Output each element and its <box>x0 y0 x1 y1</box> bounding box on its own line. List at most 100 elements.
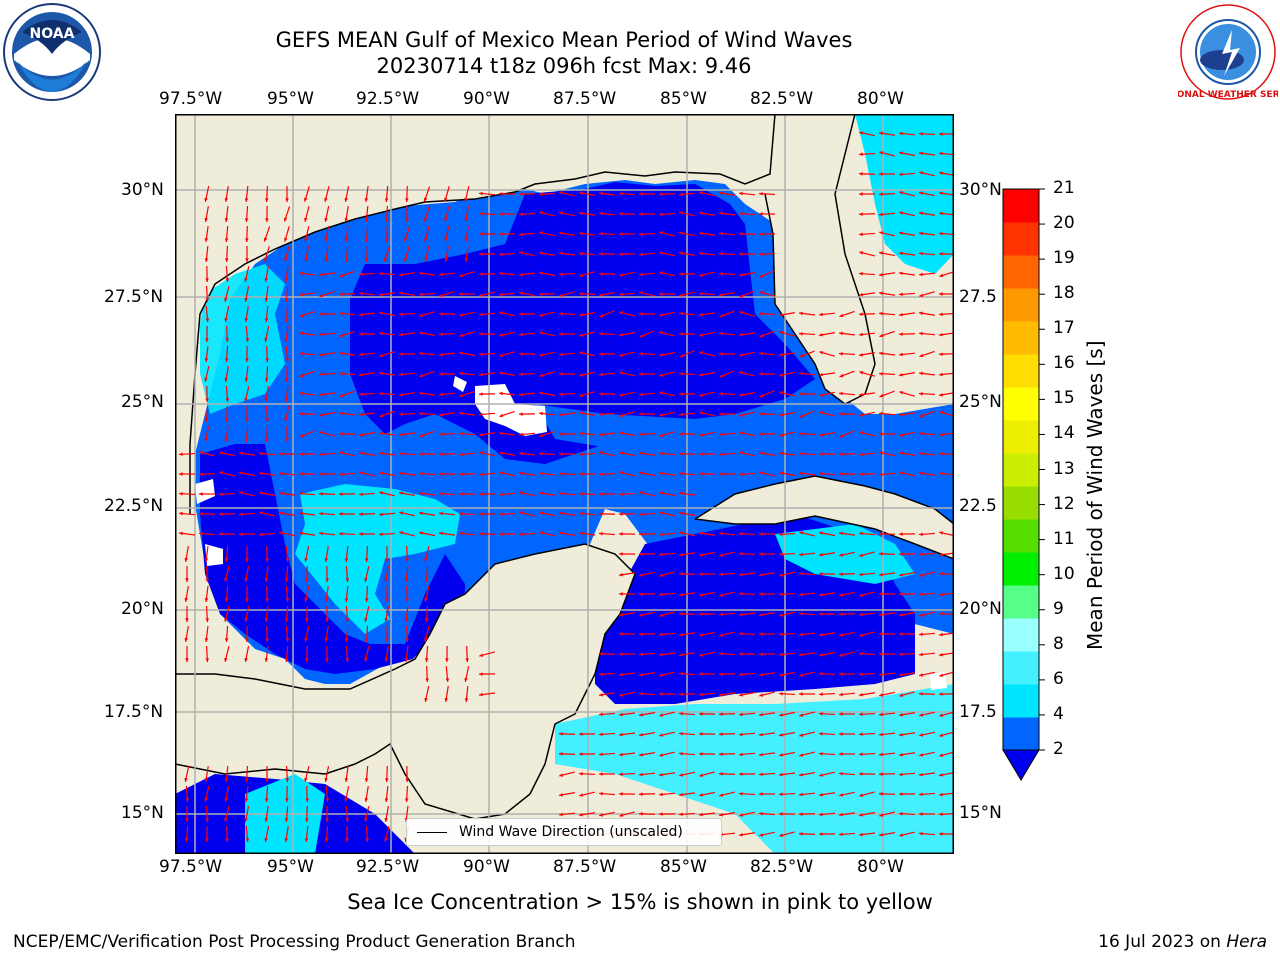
wind-arrow-head <box>539 211 544 215</box>
wind-arrow-head <box>719 712 723 716</box>
wind-arrow-head <box>659 511 664 515</box>
wind-arrow-head <box>464 218 468 222</box>
wind-arrow-head <box>399 432 403 437</box>
wind-arrow-head <box>679 751 683 756</box>
wind-arrow-head <box>859 672 863 677</box>
wind-arrow-head <box>264 837 268 842</box>
wind-arrow-head <box>579 752 583 756</box>
wind-arrow-head <box>819 531 823 535</box>
wind-arrow-head <box>839 732 843 736</box>
wind-arrow-head <box>879 592 883 596</box>
wind-arrow-head <box>779 532 783 537</box>
wind-arrow-head <box>305 658 309 662</box>
wind-arrow-head <box>879 212 883 217</box>
wind-arrow-head <box>659 192 663 196</box>
wind-arrow-head <box>759 552 763 556</box>
wind-arrow-head <box>284 278 289 282</box>
wind-arrow-head <box>299 412 303 416</box>
wind-arrow-head <box>384 818 389 822</box>
wind-arrow-head <box>305 578 309 582</box>
wind-arrow-head <box>919 272 923 277</box>
wind-arrow-head <box>779 552 783 557</box>
wind-arrow-head <box>239 532 243 536</box>
wind-arrow-head <box>219 532 223 536</box>
wind-arrow-head <box>284 257 288 262</box>
wind-arrow-head <box>719 271 723 276</box>
wind-arrow-head <box>344 797 348 802</box>
wind-arrow-head <box>819 452 823 456</box>
wind-arrow-head <box>419 331 423 336</box>
colorbar-tick-label: 8 <box>1053 633 1064 654</box>
colorbar-tick-label: 21 <box>1053 178 1075 198</box>
wind-arrow-head <box>224 258 229 262</box>
lat-tick-left-4: 22.5°N <box>104 496 164 516</box>
wind-arrow-head <box>599 752 603 757</box>
wind-arrow-head <box>919 413 924 418</box>
wind-arrow-head <box>679 792 683 797</box>
wind-arrow-head <box>719 412 723 416</box>
wind-arrow-head <box>244 298 248 302</box>
wind-arrow-head <box>459 351 463 356</box>
wind-arrow-head <box>659 652 663 657</box>
wind-arrow-head <box>204 197 208 202</box>
wind-arrow-head <box>699 612 703 616</box>
wind-arrow-head <box>859 651 863 656</box>
wind-arrow-head <box>859 813 863 817</box>
colorbar-tick-label: 20 <box>1053 213 1075 234</box>
wind-arrow-head <box>679 432 683 436</box>
wind-arrow-head <box>499 532 503 536</box>
wind-arrow-head <box>919 231 923 236</box>
wind-arrow-head <box>479 672 483 676</box>
wind-arrow-head <box>719 191 723 196</box>
wind-arrow-head <box>559 491 563 496</box>
wind-arrow-head <box>739 232 743 236</box>
wind-arrow-head <box>339 472 343 477</box>
wind-arrow-head <box>839 633 844 637</box>
wind-arrow-head <box>384 798 389 802</box>
wind-arrow-head <box>459 411 463 416</box>
wind-arrow-head <box>939 611 943 616</box>
wind-arrow-head <box>919 632 923 637</box>
wind-arrow-head <box>879 832 883 837</box>
wind-arrow-head <box>265 778 269 782</box>
wind-arrow-head <box>719 593 724 597</box>
wind-arrow-head <box>383 257 388 262</box>
wind-arrow-head <box>499 431 503 436</box>
wind-arrow-head <box>359 512 363 516</box>
wind-arrow-head <box>659 471 663 476</box>
wind-arrow-head <box>759 274 764 278</box>
wind-arrow-head <box>839 452 843 456</box>
wind-arrow-head <box>899 552 903 556</box>
wind-arrow-head <box>424 597 428 602</box>
wind-arrow-head <box>579 351 584 355</box>
wind-arrow-head <box>439 412 443 417</box>
wind-arrow-head <box>899 451 903 456</box>
colorbar-segment <box>1003 189 1039 223</box>
wind-arrow-head <box>465 658 469 662</box>
wind-arrow-head <box>344 218 349 222</box>
wind-arrow-head <box>859 633 864 637</box>
wind-arrow-head <box>359 291 363 296</box>
wind-arrow-head <box>279 511 283 516</box>
wind-arrow-head <box>423 197 428 202</box>
wind-arrow-head <box>939 792 943 797</box>
wind-arrow-head <box>339 311 343 316</box>
legend-label: Wind Wave Direction (unscaled) <box>459 824 683 840</box>
wind-arrow-head <box>679 192 683 197</box>
wind-arrow-head <box>759 811 763 816</box>
wind-arrow-head <box>304 217 308 222</box>
wind-arrow-head <box>919 431 923 436</box>
wind-arrow-head <box>264 798 269 802</box>
wind-arrow-head <box>719 352 723 356</box>
wind-arrow-head <box>879 393 884 398</box>
wind-arrow-head <box>619 592 623 596</box>
wind-arrow-head <box>339 451 344 455</box>
wind-arrow-head <box>479 412 483 417</box>
wind-arrow-head <box>619 512 623 516</box>
wind-arrow-head <box>439 272 443 277</box>
wind-arrow-head <box>379 371 383 376</box>
wind-arrow-head <box>839 752 843 756</box>
wind-arrow-head <box>779 733 783 737</box>
wind-arrow-head <box>759 532 763 536</box>
wind-arrow-head <box>359 372 363 377</box>
